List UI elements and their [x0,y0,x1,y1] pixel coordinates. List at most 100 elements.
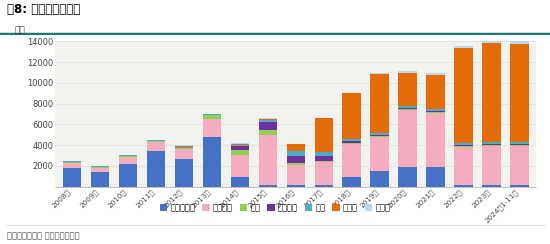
Bar [398,110,417,167]
Bar [426,73,444,75]
Bar [258,118,277,119]
Bar [230,146,249,150]
Bar [315,184,333,187]
Bar [315,118,333,152]
Bar [230,143,249,144]
Bar [91,167,109,168]
Bar [454,143,472,145]
Bar [398,108,417,109]
Bar [315,162,333,184]
Bar [343,93,361,139]
Bar [454,146,472,147]
Bar [426,113,444,167]
Bar [91,168,109,172]
Bar [315,161,333,162]
Bar [510,146,529,184]
Bar [510,41,529,43]
Bar [454,184,472,187]
Bar [482,184,501,187]
Bar [287,144,305,151]
Bar [287,156,305,163]
Bar [202,137,221,187]
Bar [230,144,249,145]
Bar [287,151,305,156]
Bar [315,152,333,156]
Text: 万吨: 万吨 [14,27,25,36]
Bar [202,114,221,115]
Bar [426,167,444,187]
Bar [258,122,277,130]
Bar [258,119,277,120]
Bar [63,163,81,168]
Bar [343,141,361,143]
Bar [119,157,137,164]
Bar [147,151,165,187]
Bar [371,171,389,187]
Text: 图8: 铝土矿进口结构: 图8: 铝土矿进口结构 [7,3,80,16]
Bar [174,159,193,187]
Text: 资料来源：海关 新湖期货研究所: 资料来源：海关 新湖期货研究所 [7,232,79,241]
Bar [230,150,249,154]
Bar [258,184,277,187]
Bar [343,144,361,177]
Bar [174,148,193,149]
Bar [174,145,193,146]
Bar [482,144,501,145]
Bar [202,119,221,137]
Bar [258,135,277,184]
Bar [147,141,165,142]
Bar [482,146,501,184]
Bar [287,163,305,165]
Bar [482,42,501,142]
Bar [454,48,472,143]
Bar [63,162,81,163]
Bar [398,71,417,73]
Bar [91,172,109,187]
Bar [398,73,417,106]
Bar [258,120,277,122]
Bar [371,74,389,133]
Bar [510,142,529,144]
Bar [147,142,165,151]
Bar [371,137,389,171]
Bar [510,184,529,187]
Bar [454,46,472,48]
Bar [174,147,193,148]
Bar [398,106,417,108]
Bar [119,164,137,187]
Bar [398,167,417,187]
Bar [147,140,165,141]
Bar [510,145,529,146]
Bar [315,156,333,161]
Bar [119,156,137,157]
Bar [371,133,389,135]
Bar [510,144,529,145]
Bar [482,41,501,42]
Bar [174,149,193,159]
Legend: 印度尼西亚, 澳大利亚, 印度, 马来西亚, 巴西, 几内亚, 土耳其: 印度尼西亚, 澳大利亚, 印度, 马来西亚, 巴西, 几内亚, 土耳其 [160,203,390,213]
Bar [371,136,389,137]
Bar [343,143,361,144]
Bar [119,154,137,156]
Bar [287,165,305,184]
Bar [426,111,444,112]
Bar [426,109,444,111]
Bar [91,166,109,167]
Bar [230,154,249,177]
Bar [174,146,193,147]
Bar [482,142,501,144]
Bar [258,130,277,135]
Bar [287,184,305,187]
Bar [230,177,249,187]
Bar [63,168,81,187]
Bar [482,145,501,146]
Bar [371,73,389,74]
Bar [230,145,249,146]
Bar [454,145,472,146]
Bar [343,177,361,187]
Bar [454,147,472,184]
Bar [426,75,444,109]
Bar [63,161,81,162]
Bar [343,139,361,141]
Bar [202,115,221,119]
